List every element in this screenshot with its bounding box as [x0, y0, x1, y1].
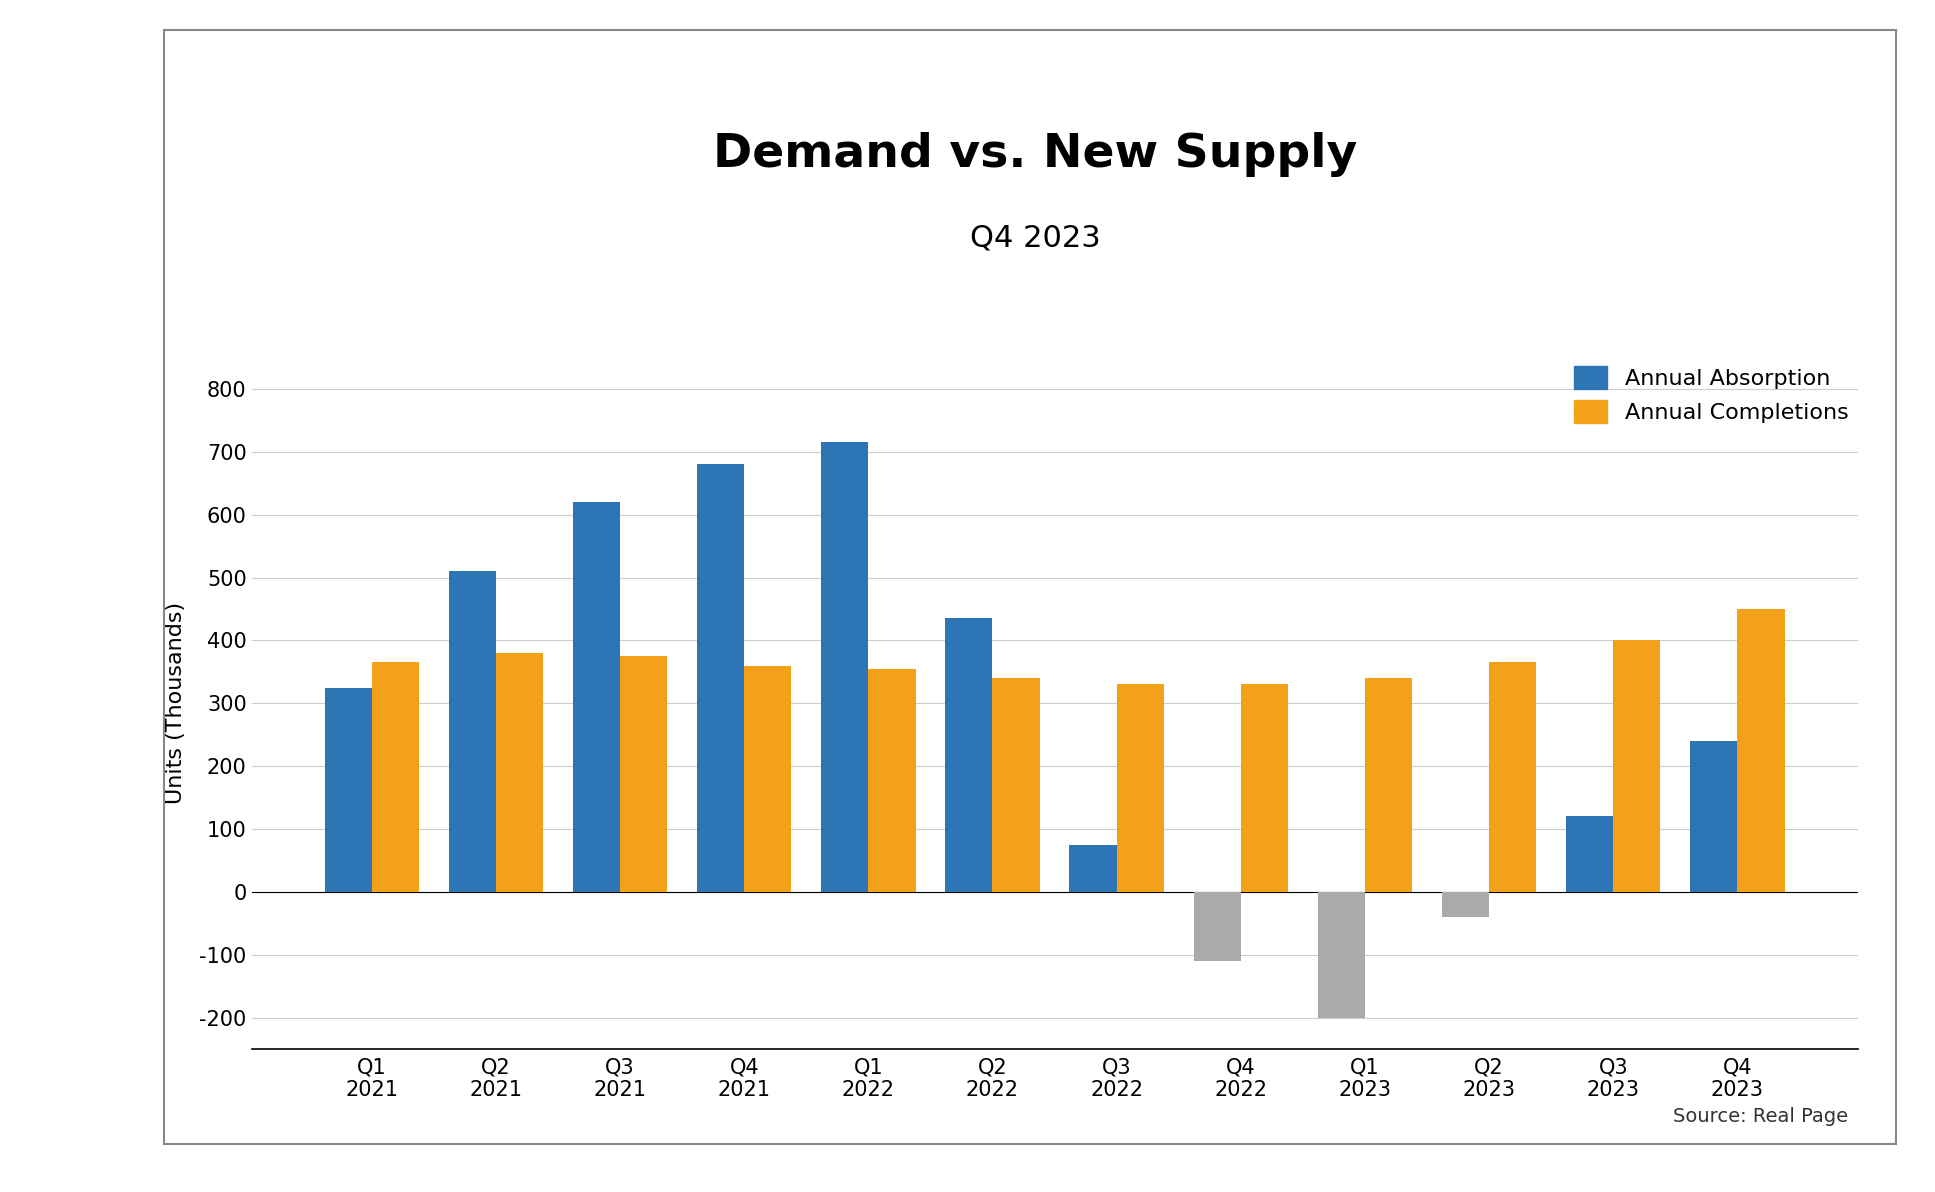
Bar	[372, 663, 418, 892]
Bar	[1194, 892, 1240, 961]
Text: Q4 2023: Q4 2023	[969, 224, 1101, 253]
Bar	[1070, 845, 1116, 892]
Bar	[993, 678, 1039, 892]
Bar	[1691, 741, 1738, 892]
Bar	[573, 502, 619, 892]
Bar	[1442, 892, 1490, 917]
Bar	[869, 669, 915, 892]
Y-axis label: Units (Thousands): Units (Thousands)	[166, 602, 186, 805]
Text: Source: Real Page: Source: Real Page	[1672, 1107, 1848, 1126]
Bar	[820, 442, 869, 892]
Bar	[1240, 684, 1289, 892]
Bar	[1364, 678, 1413, 892]
Bar	[1116, 684, 1163, 892]
Bar	[449, 571, 495, 892]
Bar	[745, 665, 791, 892]
Bar	[1614, 640, 1660, 892]
Text: Demand vs. New Supply: Demand vs. New Supply	[714, 132, 1356, 178]
Legend: Annual Absorption, Annual Completions: Annual Absorption, Annual Completions	[1565, 358, 1858, 433]
Bar	[1318, 892, 1364, 1018]
Bar	[697, 465, 745, 892]
Bar	[619, 656, 668, 892]
Bar	[946, 619, 993, 892]
Bar	[1738, 609, 1784, 892]
Bar	[325, 688, 372, 892]
Bar	[495, 653, 544, 892]
Bar	[1490, 663, 1536, 892]
Bar	[1565, 817, 1614, 892]
